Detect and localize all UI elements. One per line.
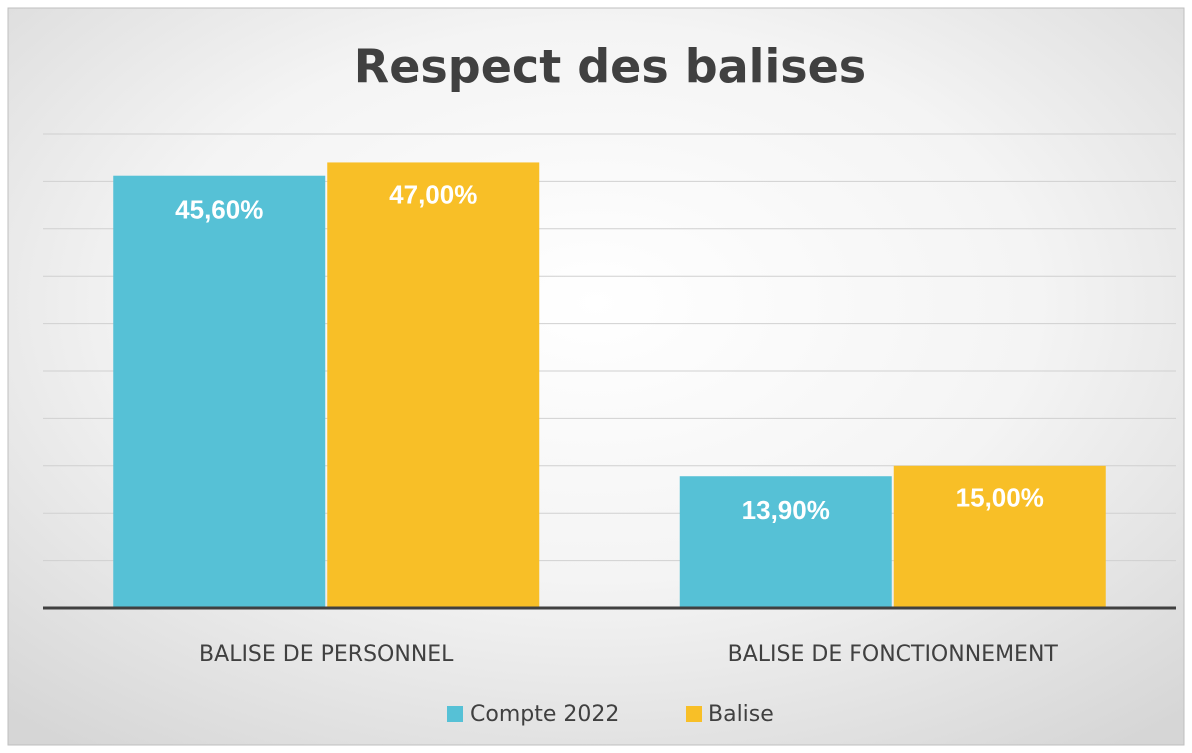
- bar: [679, 476, 892, 608]
- data-label: 45,60%: [175, 195, 263, 225]
- x-tick-label: BALISE DE PERSONNEL: [199, 642, 454, 667]
- bar: [327, 162, 540, 608]
- legend-label: Compte 2022: [470, 702, 619, 727]
- chart-title: Respect des balises: [354, 40, 866, 94]
- legend-swatch: [686, 706, 702, 722]
- legend-swatch: [447, 706, 463, 722]
- legend-label: Balise: [708, 702, 774, 727]
- x-tick-label: BALISE DE FONCTIONNEMENT: [728, 642, 1059, 667]
- data-label: 13,90%: [742, 495, 830, 525]
- bar: [113, 175, 326, 608]
- data-label: 47,00%: [389, 179, 477, 209]
- data-label: 15,00%: [956, 483, 1044, 513]
- legend: Compte 2022 Balise: [447, 702, 774, 727]
- bar: [893, 465, 1106, 608]
